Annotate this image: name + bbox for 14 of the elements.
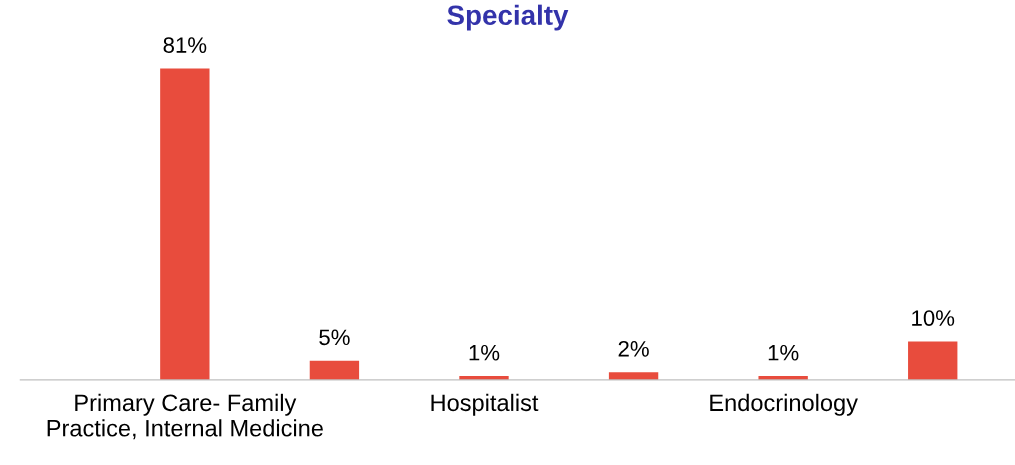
data-label: 2%: [618, 340, 649, 357]
data-label: 1%: [469, 344, 500, 361]
data-label: 81%: [163, 37, 207, 53]
data-label: 5%: [319, 329, 350, 346]
bar: [608, 372, 659, 380]
x-tick-label: Endocrinology: [710, 393, 858, 416]
data-label: 1%: [768, 344, 799, 361]
x-tick-label: Hospitalist: [431, 393, 539, 416]
bar: [908, 341, 958, 380]
bar: [309, 360, 360, 380]
chart-title: Specialty: [447, 4, 569, 31]
data-label: 10%: [912, 310, 955, 326]
bar: [160, 68, 210, 380]
x-tick-label: Primary Care- Family Practice, Internal Medicine: [47, 393, 323, 440]
